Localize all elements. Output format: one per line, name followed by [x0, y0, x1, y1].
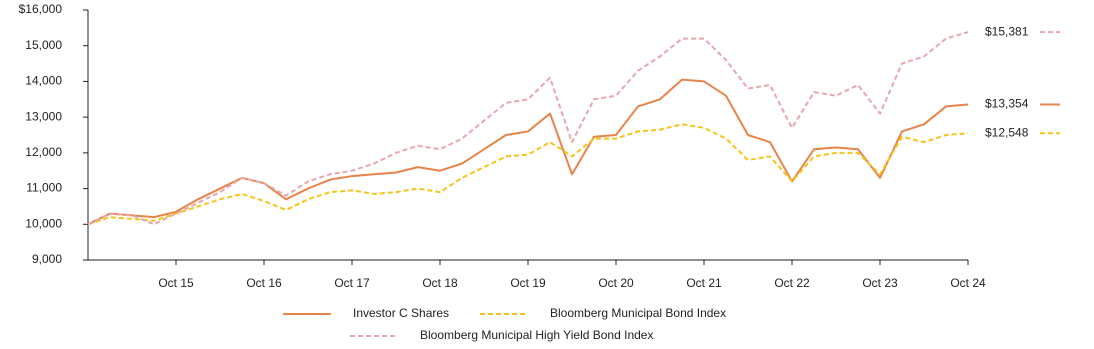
x-tick-label: Oct 15 — [158, 276, 194, 290]
end-label: $15,381 — [985, 24, 1029, 38]
series-line — [87, 123, 969, 226]
series-line — [87, 31, 969, 226]
y-tick-label: 11,000 — [26, 181, 62, 195]
x-tick-label: Oct 21 — [686, 276, 722, 290]
y-tick-label: 10,000 — [25, 216, 62, 230]
legend-label: Bloomberg Municipal Bond Index — [550, 306, 726, 320]
x-tick-label: Oct 16 — [246, 276, 282, 290]
end-label: $13,354 — [985, 97, 1029, 111]
y-tick-label: 15,000 — [25, 38, 62, 52]
x-tick-label: Oct 20 — [598, 276, 634, 290]
y-tick-label: 13,000 — [25, 109, 62, 123]
x-tick-label: Oct 22 — [774, 276, 810, 290]
y-tick-label: 9,000 — [32, 252, 62, 266]
y-tick-label: $16,000 — [19, 2, 63, 16]
y-tick-label: 14,000 — [25, 74, 62, 88]
end-label: $12,548 — [985, 125, 1029, 139]
x-tick-label: Oct 19 — [510, 276, 546, 290]
legend-label: Investor C Shares — [353, 306, 449, 320]
x-tick-label: Oct 24 — [950, 276, 986, 290]
x-tick-label: Oct 17 — [334, 276, 370, 290]
legend-label: Bloomberg Municipal High Yield Bond Inde… — [420, 328, 653, 342]
x-tick-label: Oct 23 — [862, 276, 898, 290]
x-tick-label: Oct 18 — [422, 276, 458, 290]
y-tick-label: 12,000 — [25, 145, 62, 159]
